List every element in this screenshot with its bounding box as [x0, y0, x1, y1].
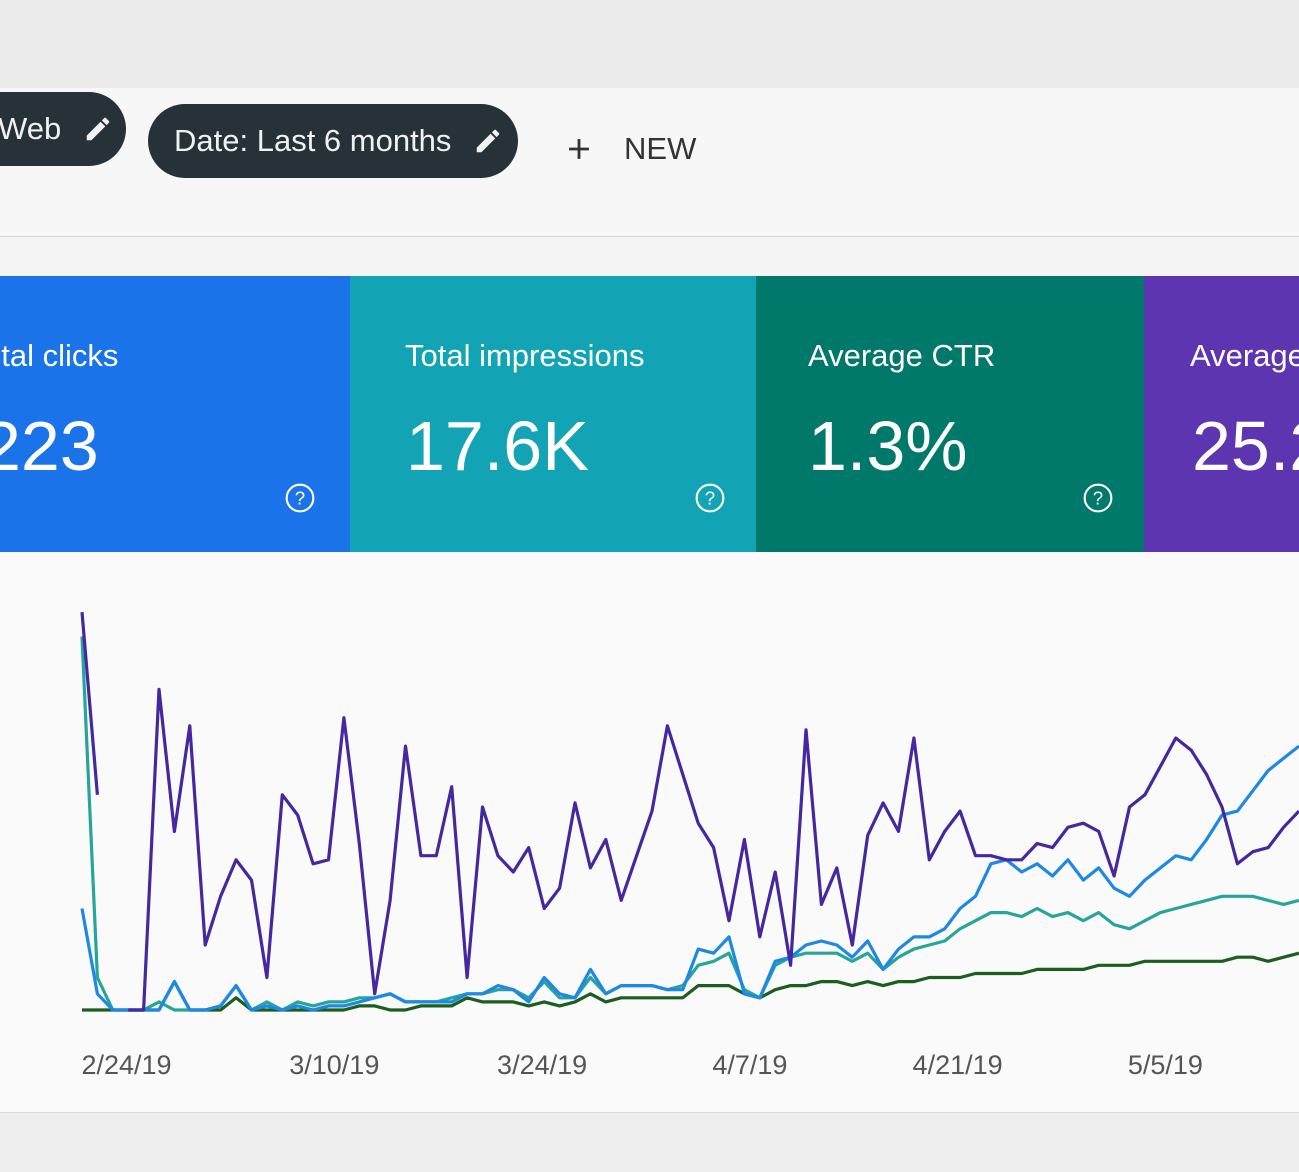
top-bar: [0, 0, 1299, 89]
search-type-filter-label: Web: [0, 111, 62, 146]
card-label: Average CTR: [808, 338, 996, 373]
new-filter-label: NEW: [624, 131, 697, 166]
pencil-icon[interactable]: [473, 126, 503, 156]
bottom-bar: [0, 1112, 1299, 1172]
x-tick-label: 2/24/19: [81, 1050, 171, 1080]
card-value: 1.3%: [808, 407, 968, 485]
card-value: 223: [0, 407, 99, 485]
svg-text:?: ?: [295, 488, 305, 509]
svg-text:?: ?: [1093, 488, 1103, 509]
total-clicks-card[interactable]: otal clicks 223 ?: [0, 276, 350, 552]
performance-chart-panel: 2/24/19 3/10/19 3/24/19 4/7/19 4/21/19 5/5/19: [0, 552, 1299, 1112]
pencil-icon[interactable]: [83, 114, 113, 144]
average-ctr-card[interactable]: Average CTR 1.3% ?: [756, 276, 1144, 552]
card-value: 17.6K: [406, 407, 589, 485]
x-tick-label: 5/5/19: [1128, 1050, 1203, 1080]
question-circle-icon[interactable]: ?: [1082, 482, 1114, 514]
card-label: Total impressions: [405, 338, 645, 373]
metric-cards: otal clicks 223 ? Total impressions 17.6…: [0, 276, 1299, 552]
series-line-1[interactable]: [80, 744, 1299, 1012]
series-line-0[interactable]: [80, 611, 1299, 1012]
x-tick-label: 4/7/19: [712, 1050, 787, 1080]
x-tick-label: 3/24/19: [497, 1050, 587, 1080]
question-circle-icon[interactable]: ?: [694, 482, 726, 514]
card-value: 25.2: [1192, 407, 1299, 485]
card-label: otal clicks: [0, 338, 119, 373]
x-tick-label: 3/10/19: [289, 1050, 379, 1080]
date-filter-label: Date: Last 6 months: [174, 123, 452, 158]
average-position-card[interactable]: Average p 25.2: [1144, 276, 1299, 552]
date-filter-chip[interactable]: Date: Last 6 months: [148, 104, 518, 178]
question-circle-icon[interactable]: ?: [284, 482, 316, 514]
performance-chart[interactable]: 2/24/19 3/10/19 3/24/19 4/7/19 4/21/19 5/5/19: [0, 552, 1299, 1112]
total-impressions-card[interactable]: Total impressions 17.6K ?: [350, 276, 756, 552]
search-type-filter-chip[interactable]: Web: [0, 92, 126, 166]
svg-text:?: ?: [705, 488, 715, 509]
new-filter-button[interactable]: NEW: [562, 124, 696, 174]
x-tick-label: 4/21/19: [913, 1050, 1003, 1080]
card-label: Average p: [1190, 338, 1299, 373]
plus-icon: [569, 139, 589, 159]
